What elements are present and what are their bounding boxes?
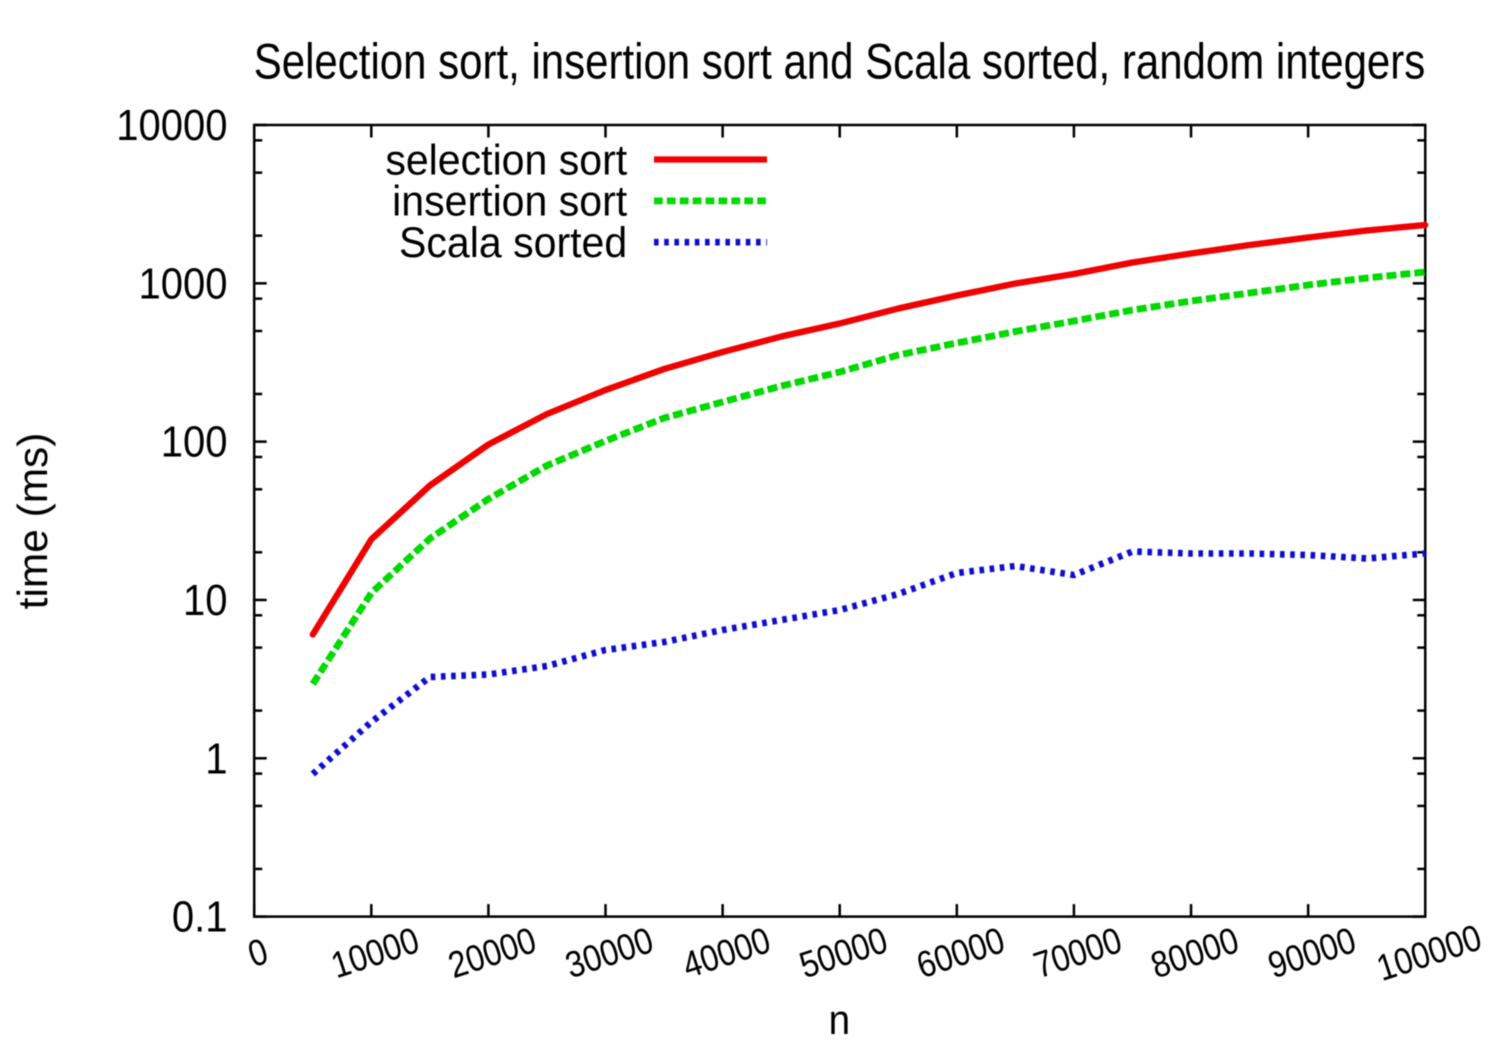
svg-text:10000: 10000 — [116, 100, 227, 149]
svg-text:insertion sort: insertion sort — [392, 177, 627, 225]
svg-text:n: n — [829, 995, 850, 1043]
svg-text:0.1: 0.1 — [172, 892, 228, 941]
svg-text:Scala sorted: Scala sorted — [399, 218, 627, 266]
svg-text:1000: 1000 — [138, 259, 227, 308]
svg-text:time (ms): time (ms) — [9, 433, 56, 610]
svg-text:1: 1 — [205, 734, 227, 783]
svg-text:100: 100 — [161, 417, 228, 466]
svg-text:Selection sort, insertion sort: Selection sort, insertion sort and Scala… — [254, 33, 1426, 89]
svg-text:10: 10 — [183, 575, 228, 624]
svg-text:selection sort: selection sort — [385, 135, 627, 183]
